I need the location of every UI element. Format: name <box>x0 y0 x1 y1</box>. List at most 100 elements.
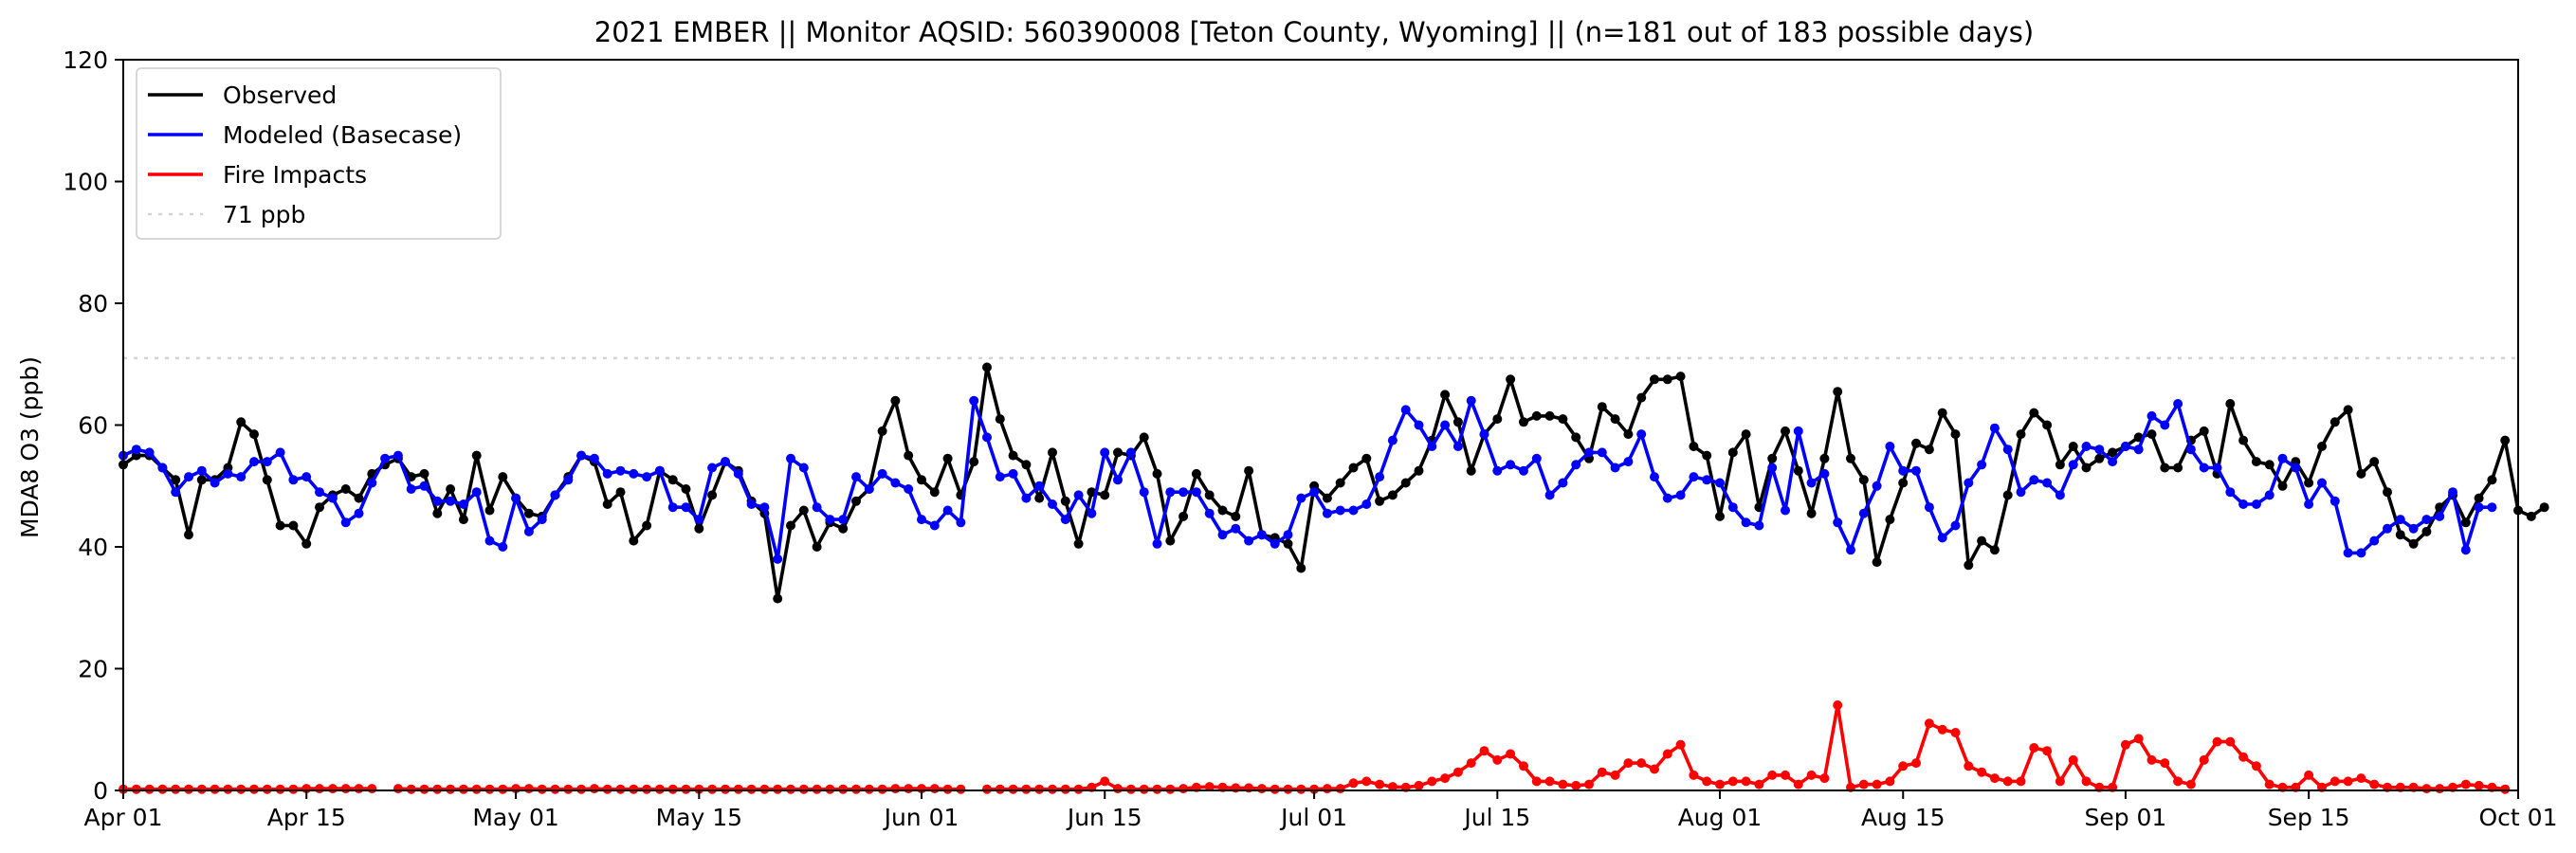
data-point <box>1060 496 1070 506</box>
data-point <box>1191 468 1201 479</box>
data-point <box>1571 780 1581 790</box>
data-point <box>2421 515 2432 525</box>
data-point <box>825 784 835 794</box>
x-tick-label: Jun 15 <box>1066 804 1142 831</box>
data-point <box>2029 408 2039 418</box>
data-point <box>1898 478 1909 488</box>
data-point <box>1309 784 1320 794</box>
data-point <box>236 784 247 794</box>
data-point <box>1466 395 1476 406</box>
data-point <box>1636 429 1647 440</box>
legend-label: Modeled (Basecase) <box>223 121 462 149</box>
data-point <box>1113 784 1123 794</box>
x-tick-label: Aug 01 <box>1678 804 1763 831</box>
data-point <box>2251 761 2261 771</box>
data-point <box>275 520 285 531</box>
data-point <box>1440 390 1451 400</box>
x-tick-label: Jul 15 <box>1462 804 1530 831</box>
series-layer <box>119 362 2549 794</box>
data-point <box>1924 502 1934 513</box>
data-point <box>236 417 247 427</box>
data-point <box>2173 463 2183 473</box>
data-point <box>2238 499 2249 509</box>
data-point <box>1885 776 1895 787</box>
data-point <box>1348 463 1359 473</box>
data-point <box>1322 493 1332 503</box>
data-point <box>537 784 547 794</box>
data-point <box>288 475 299 485</box>
data-point <box>1100 490 1110 500</box>
data-point <box>563 784 574 794</box>
data-point <box>1662 493 1672 503</box>
x-tick-label: May 01 <box>472 804 558 831</box>
data-point <box>2108 457 2118 467</box>
data-point <box>1597 447 1607 458</box>
data-point <box>917 515 926 525</box>
data-point <box>498 472 508 482</box>
data-point <box>681 502 691 513</box>
data-point <box>798 463 809 473</box>
data-point <box>1950 728 1961 737</box>
data-point <box>393 784 403 794</box>
data-point <box>707 463 718 473</box>
data-point <box>2304 478 2314 488</box>
data-point <box>1584 779 1594 789</box>
data-point <box>1427 776 1437 787</box>
data-point <box>1375 472 1385 482</box>
data-point <box>904 450 914 461</box>
data-point <box>707 490 718 500</box>
data-point <box>2147 410 2157 421</box>
data-point <box>1440 420 1451 430</box>
data-point <box>340 784 351 794</box>
data-point <box>654 784 665 794</box>
data-point <box>2526 511 2536 521</box>
data-point <box>681 784 691 794</box>
data-point <box>576 450 587 461</box>
data-point <box>1898 761 1909 771</box>
data-point <box>2002 490 2013 500</box>
data-point <box>1519 417 1528 427</box>
data-point <box>969 395 979 406</box>
series-fire-impacts <box>119 700 2511 794</box>
data-point <box>184 472 193 482</box>
data-point <box>354 784 364 794</box>
data-point <box>667 475 678 485</box>
data-point <box>1937 533 1947 543</box>
data-point <box>890 478 901 488</box>
data-point <box>1885 515 1895 525</box>
data-point <box>1977 460 1987 470</box>
data-point <box>1610 414 1620 425</box>
data-point <box>2055 460 2065 470</box>
data-point <box>498 542 508 552</box>
data-point <box>1335 505 1345 516</box>
data-point <box>1021 460 1032 470</box>
data-point <box>2147 429 2157 440</box>
data-point <box>1296 493 1306 503</box>
data-point <box>1911 465 1921 476</box>
data-point <box>1715 478 1725 488</box>
data-point <box>1152 468 1162 479</box>
data-point <box>498 784 508 794</box>
data-point <box>2094 453 2105 463</box>
data-point <box>1571 432 1581 443</box>
data-point <box>576 784 587 794</box>
data-point <box>432 496 443 506</box>
data-point <box>929 784 940 794</box>
data-point <box>2421 526 2432 536</box>
data-point <box>1977 535 1987 546</box>
data-point <box>1675 739 1686 750</box>
data-point <box>942 453 953 463</box>
data-point <box>2160 758 2170 769</box>
data-point <box>1034 493 1045 503</box>
data-point <box>1964 761 1974 771</box>
data-point <box>956 517 966 528</box>
data-point <box>798 784 809 794</box>
chart-title: 2021 EMBER || Monitor AQSID: 560390008 [… <box>594 16 2034 48</box>
data-point <box>1623 429 1634 440</box>
data-point <box>458 499 468 509</box>
data-point <box>877 426 887 436</box>
data-point <box>2329 776 2340 787</box>
data-point <box>157 463 168 473</box>
data-point <box>354 493 364 503</box>
legend-label: 71 ppb <box>223 201 305 228</box>
